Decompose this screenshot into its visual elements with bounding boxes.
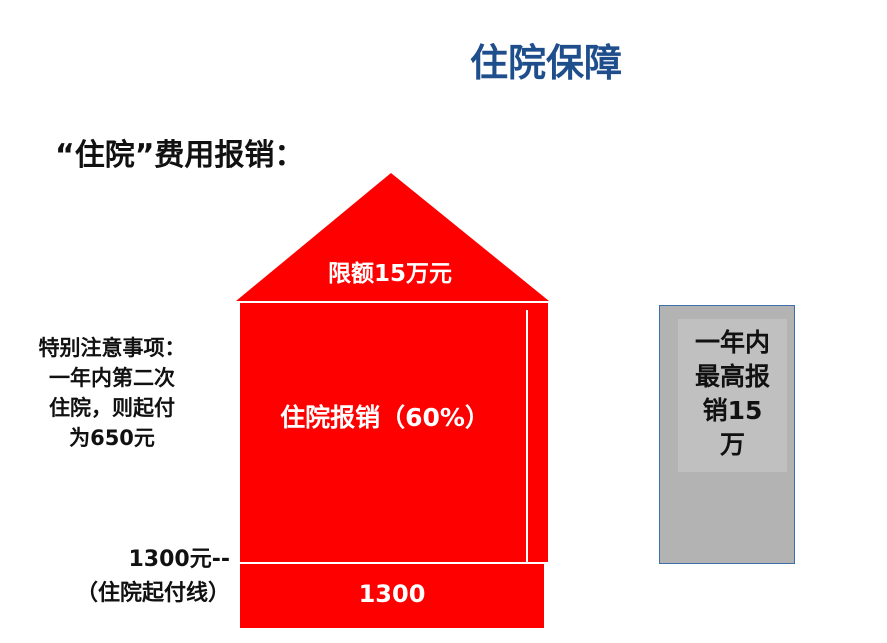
divider-line	[526, 310, 528, 562]
side-box-inner	[678, 319, 787, 472]
roof-triangle	[236, 173, 549, 301]
threshold-line: 1300元--	[128, 547, 231, 572]
house-body	[240, 303, 548, 562]
side-line: 销15	[702, 396, 763, 425]
subtitle: “住院”费用报销：	[55, 138, 305, 173]
page-title: 住院保障	[470, 41, 623, 85]
side-line: 最高报	[694, 362, 770, 391]
side-line: 万	[719, 430, 745, 459]
house-base-label: 1300	[358, 580, 426, 608]
side-line: 一年内	[694, 328, 770, 357]
house-body-label: 住院报销（60%）	[280, 403, 490, 432]
house-base	[240, 564, 544, 628]
threshold-label: 1300元-- （住院起付线）	[30, 543, 230, 611]
note-line: 为650元	[69, 426, 155, 450]
note-line: 特别注意事项：	[38, 336, 186, 360]
note-line: 一年内第二次	[49, 366, 175, 390]
note-line: 住院，则起付	[49, 396, 175, 420]
threshold-line: （住院起付线）	[75, 581, 230, 606]
roof-label: 限额15万元	[327, 261, 452, 287]
special-note: 特别注意事项： 一年内第二次 住院，则起付 为650元	[14, 333, 210, 453]
side-box-label: 一年内 最高报 销15 万	[678, 326, 787, 462]
